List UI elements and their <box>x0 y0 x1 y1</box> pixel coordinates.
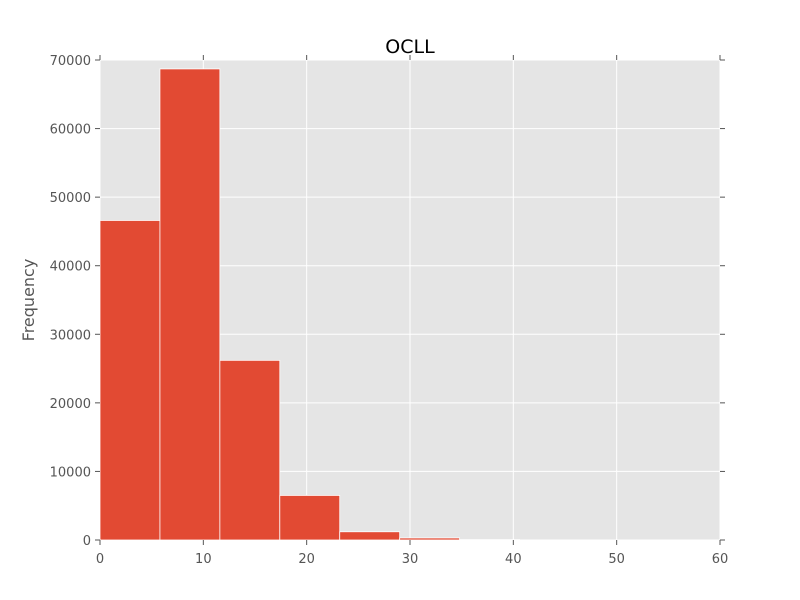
histogram-bars <box>99 68 700 541</box>
x-tick-label: 50 <box>608 552 625 567</box>
x-tick-label: 30 <box>402 552 419 567</box>
histogram-bar <box>99 220 161 541</box>
y-tick-label: 70000 <box>50 54 91 69</box>
histogram-bar <box>339 531 401 541</box>
y-axis-label: Frequency <box>19 259 38 342</box>
x-tick-label: 60 <box>712 552 729 567</box>
x-tick-label: 10 <box>195 552 212 567</box>
y-tick-label: 50000 <box>50 191 91 206</box>
histogram-bar <box>279 495 341 541</box>
histogram-bar <box>399 537 460 541</box>
x-tick-label: 40 <box>505 552 522 567</box>
y-tick-label: 0 <box>83 534 91 549</box>
y-tick-label: 40000 <box>50 260 91 275</box>
histogram-bar <box>219 359 281 541</box>
chart-title: OCLL <box>385 36 435 58</box>
axis-ticks: 0 10 20 30 40 50 60 0 10000 20000 30000 40000 50000 6… <box>50 54 729 567</box>
histogram-bar <box>159 68 221 541</box>
y-tick-label: 20000 <box>50 397 91 412</box>
y-tick-label: 30000 <box>50 328 91 343</box>
x-tick-label: 0 <box>96 552 104 567</box>
y-tick-label: 10000 <box>50 465 91 480</box>
y-tick-label: 60000 <box>50 123 91 138</box>
x-tick-label: 20 <box>298 552 315 567</box>
